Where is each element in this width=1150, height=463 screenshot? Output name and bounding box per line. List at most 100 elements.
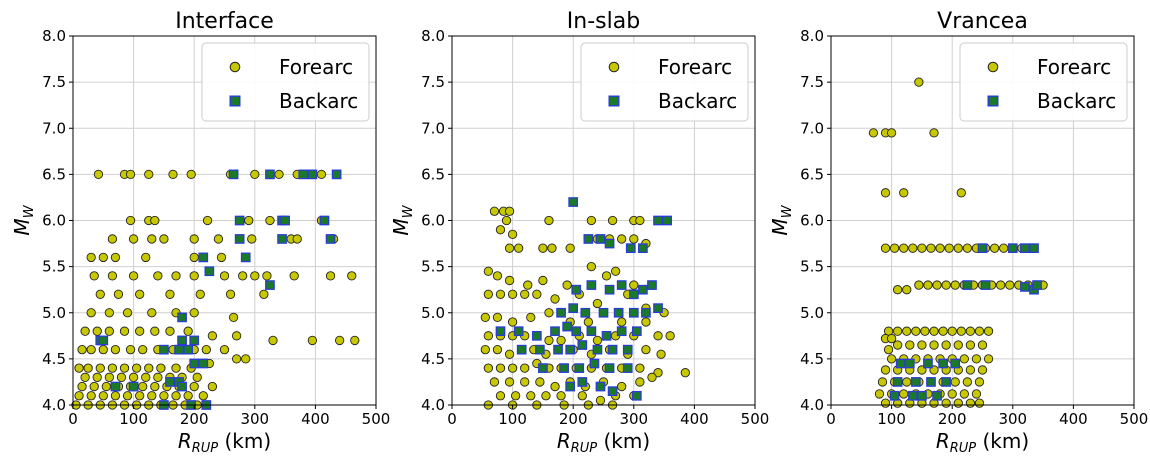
data-point-backarc [550, 326, 560, 337]
data-point-forearc [983, 354, 994, 364]
data-point-backarc [653, 303, 663, 313]
panel-title: Vrancea [937, 9, 1028, 34]
data-point-forearc [950, 280, 960, 290]
data-point-forearc [999, 243, 1009, 253]
data-point-forearc [893, 326, 903, 336]
data-point-backarc [904, 358, 915, 369]
data-point-backarc [628, 307, 639, 318]
data-point-forearc [316, 169, 327, 180]
data-point-forearc [880, 188, 891, 198]
data-point-forearc [107, 363, 118, 373]
data-point-forearc [886, 128, 897, 138]
y-tick-label: 4.5 [42, 350, 66, 368]
data-point-forearc [886, 354, 897, 364]
data-point-forearc [544, 335, 554, 346]
data-point-forearc [86, 344, 96, 355]
data-point-backarc [607, 344, 618, 355]
data-point-forearc [647, 372, 657, 382]
data-point-backarc [204, 266, 215, 277]
data-point-forearc [201, 344, 211, 355]
data-point-backarc [577, 377, 588, 387]
data-point-forearc [977, 340, 988, 350]
data-point-forearc [265, 215, 275, 226]
data-point-forearc [104, 372, 115, 382]
data-point-forearc [125, 215, 136, 226]
y-tick-label: 6.5 [800, 165, 824, 183]
data-point-backarc [589, 358, 600, 369]
data-point-forearc [150, 215, 160, 226]
data-point-backarc [625, 243, 636, 254]
data-point-forearc [107, 234, 118, 244]
data-point-forearc [510, 391, 521, 401]
data-point-backarc [1007, 243, 1018, 254]
x-tick-label: 0 [447, 410, 457, 428]
legend-label-forearc: Forearc [658, 55, 732, 79]
data-point-forearc [135, 391, 145, 401]
data-point-forearc [141, 372, 151, 382]
data-point-forearc [880, 365, 891, 375]
data-point-forearc [104, 326, 115, 336]
x-tick-label: 200 [938, 410, 967, 428]
data-point-forearc [98, 344, 108, 355]
data-point-forearc [110, 252, 121, 263]
data-point-forearc [159, 234, 169, 244]
data-point-forearc [929, 128, 939, 138]
data-point-backarc [265, 169, 275, 180]
y-tick-label: 6.0 [421, 212, 445, 230]
data-point-forearc [914, 280, 924, 290]
y-tick-label: 5.0 [42, 304, 66, 322]
data-point-forearc [231, 331, 242, 341]
data-point-forearc [926, 243, 936, 253]
data-point-forearc [189, 271, 199, 281]
data-point-forearc [550, 294, 560, 304]
data-point-backarc [298, 169, 309, 180]
data-point-backarc [277, 234, 287, 244]
y-tick-label: 7.0 [42, 119, 66, 137]
legend-label-forearc: Forearc [279, 55, 353, 79]
data-point-forearc [680, 368, 690, 378]
legend-label-backarc: Backarc [658, 89, 737, 113]
data-point-forearc [917, 340, 927, 350]
data-point-forearc [617, 317, 627, 327]
data-point-forearc [138, 381, 148, 392]
data-point-forearc [86, 252, 96, 263]
x-axis-label: RRUP (km) [936, 429, 1029, 456]
legend-label-backarc: Backarc [279, 89, 358, 113]
data-point-forearc [974, 398, 985, 408]
data-point-forearc [495, 289, 506, 299]
data-point-forearc [635, 215, 645, 226]
data-point-backarc [265, 280, 275, 290]
data-point-forearc [965, 365, 976, 375]
legend: Forearc Backarc [580, 42, 749, 122]
data-point-forearc [507, 229, 518, 239]
data-point-backarc [980, 280, 991, 290]
legend-marker-backarc [229, 95, 241, 107]
data-point-backarc [198, 252, 209, 263]
data-point-backarc [177, 335, 187, 346]
data-point-forearc [514, 243, 524, 253]
data-point-forearc [213, 234, 224, 244]
x-tick-label: 400 [301, 410, 330, 428]
data-point-forearc [962, 377, 972, 387]
data-point-forearc [504, 377, 515, 387]
data-point-forearc [74, 363, 84, 373]
data-point-forearc [125, 344, 136, 355]
data-point-forearc [601, 271, 612, 281]
data-point-forearc [586, 215, 597, 226]
y-tick-label: 7.0 [800, 119, 824, 137]
data-point-forearc [929, 340, 939, 350]
data-point-forearc [128, 234, 139, 244]
panel-vrancea: 0 100 200 300 400 500 4.0 4.5 5.0 5.5 6.0 6.5 7.0 7.5… [768, 9, 1148, 456]
data-point-backarc [601, 330, 612, 341]
data-point-forearc [144, 169, 154, 180]
data-point-forearc [547, 243, 557, 253]
data-point-backarc [331, 169, 342, 180]
data-point-backarc [598, 307, 609, 318]
data-point-backarc [638, 243, 648, 254]
data-point-forearc [189, 308, 199, 318]
data-point-forearc [307, 335, 318, 346]
data-point-forearc [225, 289, 236, 299]
data-point-forearc [911, 326, 921, 336]
data-point-forearc [880, 398, 891, 408]
